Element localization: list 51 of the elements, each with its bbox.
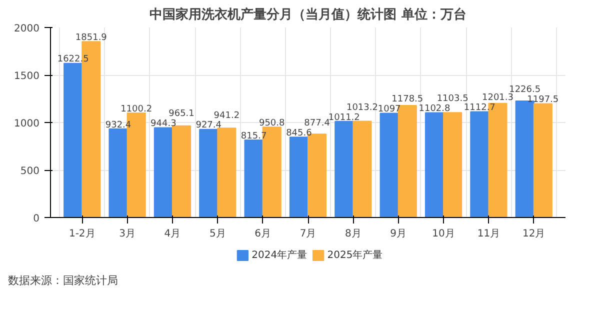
- x-tick-label: 10月: [432, 228, 455, 240]
- source-note: 数据来源：国家统计局: [8, 273, 118, 289]
- y-tick-label: 0: [33, 214, 40, 224]
- bar: [154, 127, 173, 218]
- bar: [470, 111, 490, 218]
- bar: [172, 125, 192, 218]
- chart-title: 中国家用洗衣机产量分月（当月值）统计图 单位：万台: [150, 6, 466, 22]
- x-tick-label: 8月: [344, 228, 362, 240]
- x-tick-label: 6月: [254, 228, 272, 240]
- data-label: 1197.5: [527, 95, 559, 106]
- x-tick-label: 11月: [477, 228, 500, 240]
- bar: [217, 128, 236, 218]
- data-label: 1013.2: [346, 102, 378, 113]
- bar: [108, 128, 128, 218]
- bar: [244, 140, 264, 218]
- data-label: 941.2: [214, 110, 240, 121]
- data-label: 1103.5: [436, 94, 468, 104]
- data-label: 877.4: [304, 118, 330, 129]
- y-tick-label: 2000: [14, 24, 40, 34]
- data-label: 845.6: [286, 128, 312, 139]
- data-label: 927.4: [196, 120, 222, 131]
- data-label: 1201.3: [482, 93, 514, 104]
- legend-label: 2024年产量: [252, 249, 308, 261]
- legend-label: 2025年产量: [327, 249, 383, 261]
- x-tick-label: 4月: [164, 228, 181, 240]
- x-tick-label: 12月: [522, 228, 546, 240]
- data-label: 1011.2: [328, 112, 360, 123]
- y-tick-label: 1500: [14, 71, 40, 82]
- x-tick-label: 7月: [300, 228, 316, 240]
- bar: [352, 120, 372, 218]
- y-tick-label: 1000: [14, 118, 40, 130]
- x-tick-label: 1-2月: [68, 228, 96, 240]
- data-label: 950.8: [258, 118, 286, 129]
- bar: [289, 136, 308, 218]
- data-label: 944.3: [150, 119, 176, 130]
- bar: [334, 120, 354, 218]
- data-label: 1851.9: [75, 32, 108, 43]
- x-tick-label: 9月: [390, 228, 407, 240]
- data-label: 1178.5: [392, 94, 424, 105]
- bar: [533, 103, 552, 218]
- x-tick-label: 5月: [209, 228, 226, 240]
- data-label: 1100.2: [120, 104, 152, 114]
- y-tick-label: 500: [20, 166, 40, 177]
- bar: [199, 128, 218, 218]
- x-tick-label: 3月: [119, 228, 136, 240]
- bar: [64, 62, 83, 218]
- data-label: 965.1: [168, 109, 194, 120]
- bar: [443, 112, 462, 218]
- data-label: 1102.8: [418, 104, 451, 114]
- bar: [424, 112, 444, 218]
- bar: [380, 112, 399, 218]
